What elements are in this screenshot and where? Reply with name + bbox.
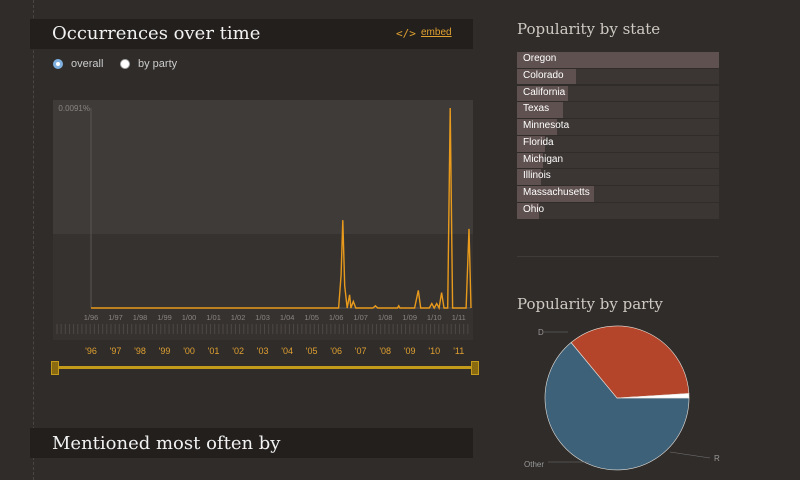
radio-unselected-icon[interactable] [120,59,130,69]
radio-by-party[interactable]: by party [120,58,177,70]
year-label: '07 [354,346,367,356]
state-bar [517,68,576,85]
year-label: '03 [256,346,269,356]
state-row-minnesota[interactable]: Minnesota [517,119,719,135]
state-row-michigan[interactable]: Michigan [517,152,719,169]
state-label: Colorado [523,69,564,81]
state-label: Michigan [523,153,564,165]
radio-overall-label: overall [71,58,104,70]
state-panel-title: Popularity by state [517,20,661,38]
time-range-track[interactable] [53,366,473,369]
year-label: '08 [379,346,392,356]
range-end-handle[interactable] [471,361,479,375]
state-bar [517,119,558,135]
page-guide-line [33,0,34,480]
x-tick-label: 1/08 [378,313,393,322]
x-tick-label: 1/02 [231,313,246,322]
state-list: Oregon Colorado California Texas Minnesota Fl… [517,52,719,220]
state-bar [517,186,594,202]
year-label: '96 [85,346,97,356]
state-bar [517,85,568,102]
state-label: Texas [523,103,550,115]
state-label: Oregon [523,53,557,64]
pie-label-d: D [538,328,544,337]
right-divider [517,256,719,257]
x-tick-label: 1/05 [304,313,319,322]
state-row-colorado[interactable]: Colorado [517,68,719,85]
series-line-0 [91,107,472,311]
year-label: '05 [305,346,318,356]
year-label: '00 [183,346,195,356]
pie-leader-r [669,451,711,459]
state-label: Massachusetts [523,187,590,199]
x-tick-label: 1/99 [157,313,172,322]
year-label: '97 [109,346,122,356]
party-pie-chart [544,325,711,471]
year-label: '98 [134,346,146,356]
radio-overall[interactable]: overall [53,58,103,70]
embed-link[interactable]: embed [421,27,452,38]
occurrences-header: Occurrences over time </> embed [30,19,473,49]
mentioned-title: Mentioned most often by [52,433,281,454]
state-row-oregon[interactable]: Oregon [517,52,719,68]
year-label: '99 [158,346,171,356]
y-max-label: 0.0091% [58,104,90,113]
state-row-florida[interactable]: Florida [517,135,719,152]
state-label: Ohio [523,204,545,216]
pie-slice-other[interactable] [616,393,690,399]
party-panel-title: Popularity by party [517,295,663,313]
pie-slice-d[interactable] [544,342,690,471]
occurrences-chart: 0.0091% 1/96 1/97 1/98 1/99 1/00 1/01 1/02 1/03 1… [53,100,473,340]
state-bar [517,135,546,152]
state-row-ohio[interactable]: Ohio [517,203,719,219]
x-tick-label: 1/03 [255,313,270,322]
state-row-massachusetts[interactable]: Massachusetts [517,186,719,202]
state-label: Minnesota [523,120,570,132]
x-tick-label: 1/97 [108,313,123,322]
year-label: '11 [453,346,465,356]
year-label: '09 [403,346,416,356]
year-label: '10 [428,346,441,356]
x-tick-label: 1/96 [84,313,99,322]
occurrences-title: Occurrences over time [52,23,261,44]
state-row-california[interactable]: California [517,85,719,102]
x-tick-label: 1/98 [133,313,148,322]
pie-label-other: Other [524,460,545,469]
state-bar [517,52,719,68]
x-tick-label: 1/11 [452,313,466,322]
x-tick-label: 1/09 [402,313,417,322]
embed-code-icon[interactable]: </> [396,27,416,40]
state-label: Florida [523,136,554,148]
year-label: '02 [232,346,244,356]
mentioned-header: Mentioned most often by [30,428,473,458]
x-tick-label: 1/01 [206,313,221,322]
range-start-handle[interactable] [51,361,59,375]
state-label: California [523,86,566,98]
x-tick-label: 1/00 [182,313,197,322]
x-tick-label: 1/04 [280,313,295,322]
pie-slice-r[interactable] [570,325,690,399]
x-tick-label: 1/06 [329,313,344,322]
state-row-illinois[interactable]: Illinois [517,169,719,186]
state-bar [517,169,542,186]
x-tick-label: 1/10 [427,313,442,322]
x-tick-label: 1/07 [353,313,368,322]
chart-upper-band [53,100,473,234]
state-label: Illinois [523,170,551,182]
state-row-texas[interactable]: Texas [517,102,719,118]
year-label: '06 [330,346,343,356]
year-label: '04 [281,346,293,356]
state-bar [517,102,564,118]
state-bar [517,152,544,169]
pie-label-r: R [714,454,720,463]
radio-selected-icon[interactable] [53,59,63,69]
year-label: '01 [207,346,220,356]
radio-by-party-label: by party [138,58,178,70]
state-bar [517,203,540,219]
